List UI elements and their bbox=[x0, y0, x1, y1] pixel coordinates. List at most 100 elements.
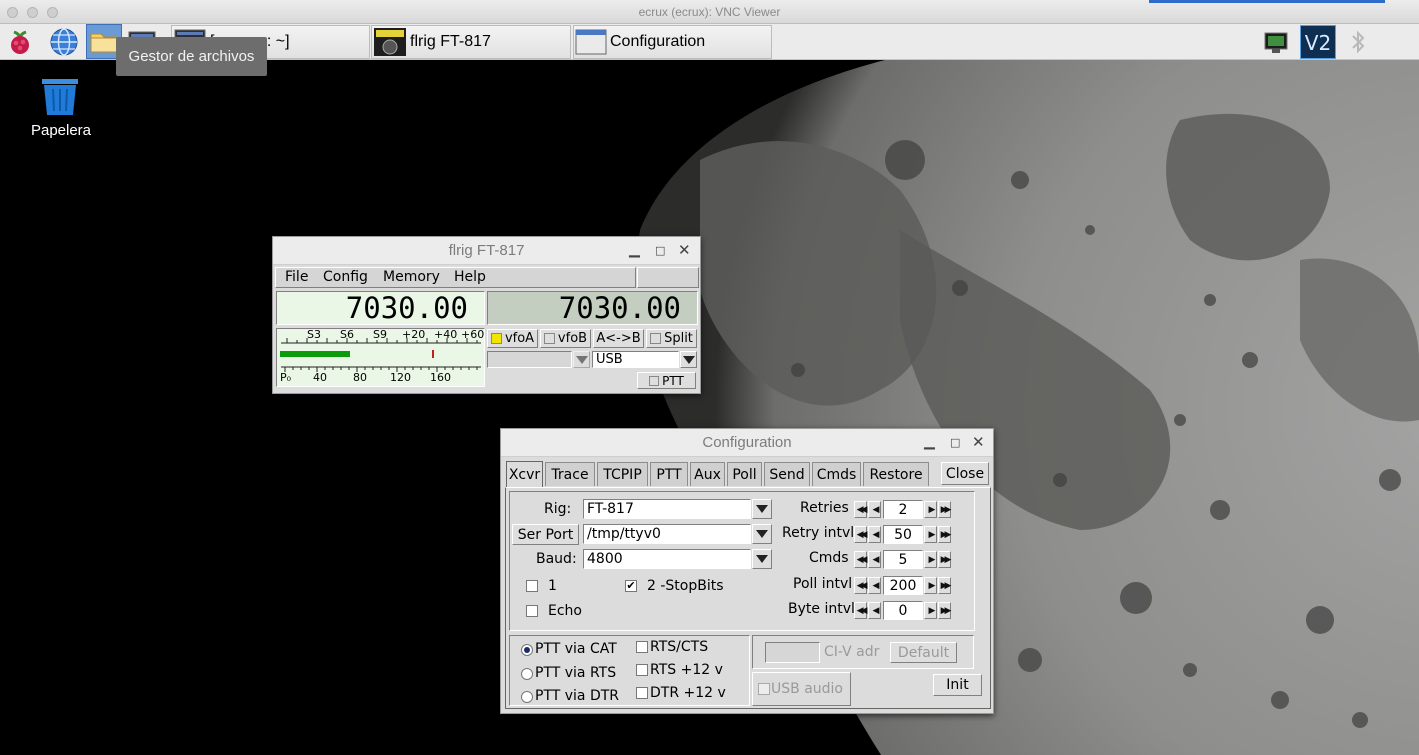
vfo-b-indicator bbox=[544, 333, 555, 344]
tab-aux[interactable]: Aux bbox=[690, 462, 725, 486]
rig-select[interactable]: FT-817 bbox=[583, 499, 751, 519]
menu-file[interactable]: File bbox=[285, 269, 308, 285]
init-button[interactable]: Init bbox=[933, 674, 982, 696]
poll-intvl-increment[interactable]: ▶ bbox=[924, 577, 937, 594]
web-browser-icon[interactable] bbox=[49, 27, 79, 57]
raspberry-menu-icon[interactable] bbox=[5, 27, 35, 57]
minimize-icon[interactable]: ▁ bbox=[629, 242, 640, 258]
ptt-indicator bbox=[649, 376, 659, 386]
usb-audio-checkbox[interactable] bbox=[758, 683, 770, 695]
rts-12v-checkbox[interactable] bbox=[636, 664, 648, 676]
split-button[interactable]: Split bbox=[646, 329, 697, 348]
menubar-spare-box bbox=[637, 267, 699, 288]
bandwidth-dropdown-arrow[interactable] bbox=[573, 351, 590, 368]
cmds-fast-decrement[interactable]: ◀◀ bbox=[854, 551, 867, 568]
peak-marker bbox=[432, 350, 434, 358]
tab-poll[interactable]: Poll bbox=[727, 462, 762, 486]
dtr-12v-checkbox[interactable] bbox=[636, 687, 648, 699]
civ-address-input[interactable] bbox=[765, 642, 820, 663]
retry-intvl-decrement[interactable]: ◀ bbox=[868, 526, 881, 543]
power-label-80: 80 bbox=[353, 371, 367, 384]
title-accent bbox=[1149, 0, 1385, 3]
retries-decrement[interactable]: ◀ bbox=[868, 501, 881, 518]
task-flrig[interactable]: flrig FT-817 bbox=[371, 25, 571, 59]
ptt-via-dtr-radio[interactable] bbox=[521, 691, 533, 703]
stopbits-2-checkbox[interactable]: ✔ bbox=[625, 580, 637, 592]
poll-intvl-fast-decrement[interactable]: ◀◀ bbox=[854, 577, 867, 594]
trash-icon[interactable] bbox=[40, 77, 80, 117]
retries-fast-increment[interactable]: ▶▶ bbox=[938, 501, 951, 518]
configuration-titlebar[interactable]: Configuration ▁ □ ✕ bbox=[501, 429, 993, 457]
s-meter: S3 S6 S9 +20 +40 +60 P₀ 40 80 120 160 bbox=[276, 328, 485, 387]
byte-intvl-fast-decrement[interactable]: ◀◀ bbox=[854, 602, 867, 619]
echo-checkbox[interactable] bbox=[526, 605, 538, 617]
task-configuration[interactable]: Configuration bbox=[573, 25, 772, 59]
poll-intvl-fast-increment[interactable]: ▶▶ bbox=[938, 577, 951, 594]
swap-vfo-button[interactable]: A<->B bbox=[593, 329, 644, 348]
maximize-icon[interactable]: □ bbox=[655, 244, 665, 257]
close-icon[interactable]: ✕ bbox=[972, 433, 985, 451]
poll-intvl-decrement[interactable]: ◀ bbox=[868, 577, 881, 594]
retry-intvl-increment[interactable]: ▶ bbox=[924, 526, 937, 543]
retries-increment[interactable]: ▶ bbox=[924, 501, 937, 518]
bandwidth-select[interactable] bbox=[487, 351, 572, 368]
byte-intvl-decrement[interactable]: ◀ bbox=[868, 602, 881, 619]
cmds-increment[interactable]: ▶ bbox=[924, 551, 937, 568]
ptt-via-rts-radio[interactable] bbox=[521, 668, 533, 680]
usb-audio-label: USB audio bbox=[771, 681, 843, 697]
retries-value[interactable]: 2 bbox=[883, 500, 923, 519]
tab-cmds[interactable]: Cmds bbox=[812, 462, 861, 486]
menu-config[interactable]: Config bbox=[323, 269, 368, 285]
tab-send[interactable]: Send bbox=[764, 462, 810, 486]
maximize-icon[interactable]: □ bbox=[950, 436, 960, 449]
retry-intvl-fast-decrement[interactable]: ◀◀ bbox=[854, 526, 867, 543]
byte-intvl-fast-increment[interactable]: ▶▶ bbox=[938, 602, 951, 619]
split-label: Split bbox=[664, 331, 693, 346]
signal-bar bbox=[280, 351, 350, 357]
tab-tcpip[interactable]: TCPIP bbox=[597, 462, 648, 486]
vfo-b-button[interactable]: vfoB bbox=[540, 329, 591, 348]
vfo-a-button[interactable]: vfoA bbox=[487, 329, 538, 348]
baud-select[interactable]: 4800 bbox=[583, 549, 751, 569]
menu-help[interactable]: Help bbox=[454, 269, 486, 285]
mode-select[interactable]: USB bbox=[592, 351, 679, 368]
rig-dropdown-arrow[interactable] bbox=[752, 499, 772, 519]
minimize-icon[interactable]: ▁ bbox=[924, 434, 935, 450]
byte-intvl-increment[interactable]: ▶ bbox=[924, 602, 937, 619]
cmds-decrement[interactable]: ◀ bbox=[868, 551, 881, 568]
ser-port-button[interactable]: Ser Port bbox=[512, 524, 579, 545]
rts-cts-checkbox[interactable] bbox=[636, 641, 648, 653]
flrig-titlebar[interactable]: flrig FT-817 ▁ □ ✕ bbox=[273, 237, 700, 265]
poll-intvl-value[interactable]: 200 bbox=[883, 576, 923, 595]
vfo-a-frequency[interactable]: 7030.00 bbox=[276, 291, 485, 325]
close-button[interactable]: Close bbox=[941, 462, 989, 485]
ser-port-dropdown-arrow[interactable] bbox=[752, 524, 772, 544]
tab-trace[interactable]: Trace bbox=[545, 462, 595, 486]
ptt-label: PTT bbox=[662, 374, 684, 388]
cmds-value[interactable]: 5 bbox=[883, 550, 923, 569]
retries-fast-decrement[interactable]: ◀◀ bbox=[854, 501, 867, 518]
civ-default-button[interactable]: Default bbox=[890, 642, 957, 663]
ser-port-select[interactable]: /tmp/ttyv0 bbox=[583, 524, 751, 544]
retry-intvl-fast-increment[interactable]: ▶▶ bbox=[938, 526, 951, 543]
menu-memory[interactable]: Memory bbox=[383, 269, 440, 285]
mode-dropdown-arrow[interactable] bbox=[680, 351, 697, 368]
baud-dropdown-arrow[interactable] bbox=[752, 549, 772, 569]
stopbits-1-checkbox[interactable] bbox=[526, 580, 538, 592]
vnc-server-icon[interactable]: V2 bbox=[1300, 25, 1336, 59]
bluetooth-icon[interactable] bbox=[1343, 27, 1373, 57]
split-indicator bbox=[650, 333, 661, 344]
ptt-via-cat-radio[interactable] bbox=[521, 644, 533, 656]
cmds-fast-increment[interactable]: ▶▶ bbox=[938, 551, 951, 568]
tab-ptt[interactable]: PTT bbox=[650, 462, 688, 486]
retry-intvl-label: Retry intvl bbox=[782, 525, 854, 541]
vfo-b-frequency[interactable]: 7030.00 bbox=[487, 291, 698, 325]
retry-intvl-value[interactable]: 50 bbox=[883, 525, 923, 544]
byte-intvl-value[interactable]: 0 bbox=[883, 601, 923, 620]
network-monitor-icon[interactable] bbox=[1262, 27, 1292, 57]
ptt-button[interactable]: PTT bbox=[637, 372, 696, 389]
tab-xcvr[interactable]: Xcvr bbox=[506, 461, 543, 487]
close-icon[interactable]: ✕ bbox=[678, 241, 691, 259]
tab-restore[interactable]: Restore bbox=[863, 462, 929, 486]
window-icon bbox=[575, 28, 607, 56]
